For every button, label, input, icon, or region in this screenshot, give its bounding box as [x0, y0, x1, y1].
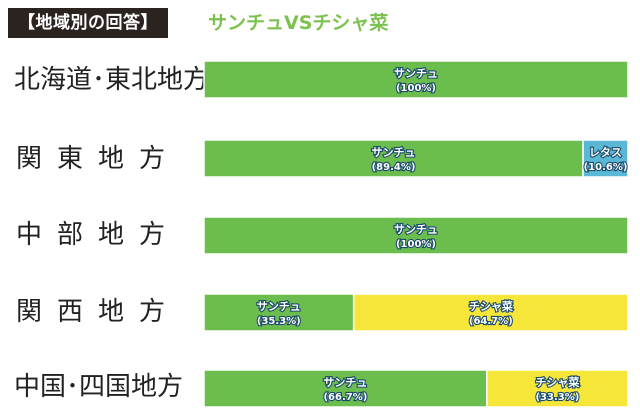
row-label-chubu: 中部地方	[16, 220, 181, 250]
chart-subtitle: サンチュVSチシャ菜	[208, 12, 389, 34]
bar-value-sanchu-row-2: (100%)	[396, 239, 436, 250]
bar-segment-sanchu-row-4	[203, 369, 488, 408]
bar-value-sanchu-row-4: (66.7%)	[323, 392, 367, 403]
bar-label-sanchu-row-2: サンチュ	[394, 223, 438, 236]
bar-segment-sanchu-row-1	[203, 139, 584, 178]
bar-value-lettuce-row-1: (10.6%)	[584, 162, 628, 173]
row-label-kansai: 関西地方	[16, 297, 181, 327]
bar-value-chishana-row-4: (33.3%)	[535, 392, 579, 403]
bar-label-sanchu-row-0: サンチュ	[394, 67, 438, 80]
bar-segment-sanchu-row-3	[203, 293, 355, 332]
bar-segment-lettuce-row-1	[582, 139, 629, 178]
row-label-chugoku-shikoku: 中国･四国地方	[14, 372, 184, 402]
bar-label-sanchu-row-3: サンチュ	[257, 300, 301, 313]
bar-value-sanchu-row-1: (89.4%)	[372, 162, 416, 173]
bar-label-sanchu-row-1: サンチュ	[372, 146, 416, 159]
bar-value-sanchu-row-0: (100%)	[396, 83, 436, 94]
bar-label-sanchu-row-4: サンチュ	[323, 376, 367, 389]
bar-value-sanchu-row-3: (35.3%)	[257, 316, 301, 327]
bar-segment-chishana-row-3	[352, 293, 629, 332]
bar-value-chishana-row-3: (64.7%)	[469, 316, 513, 327]
row-label-hokkaido-tohoku: 北海道･東北地方	[14, 65, 210, 95]
bar-segment-sanchu-row-2	[203, 216, 629, 255]
bar-label-chishana-row-3: チシャ菜	[469, 299, 514, 313]
bar-label-chishana-row-4: チシャ菜	[535, 375, 580, 389]
chart-title: 【地域別の回答】	[8, 8, 168, 38]
row-label-kanto: 関東地方	[16, 144, 181, 174]
bar-segment-sanchu-row-0	[203, 60, 629, 99]
bar-segment-chishana-row-4	[486, 369, 629, 408]
bar-label-lettuce-row-1: レタス	[589, 146, 622, 159]
